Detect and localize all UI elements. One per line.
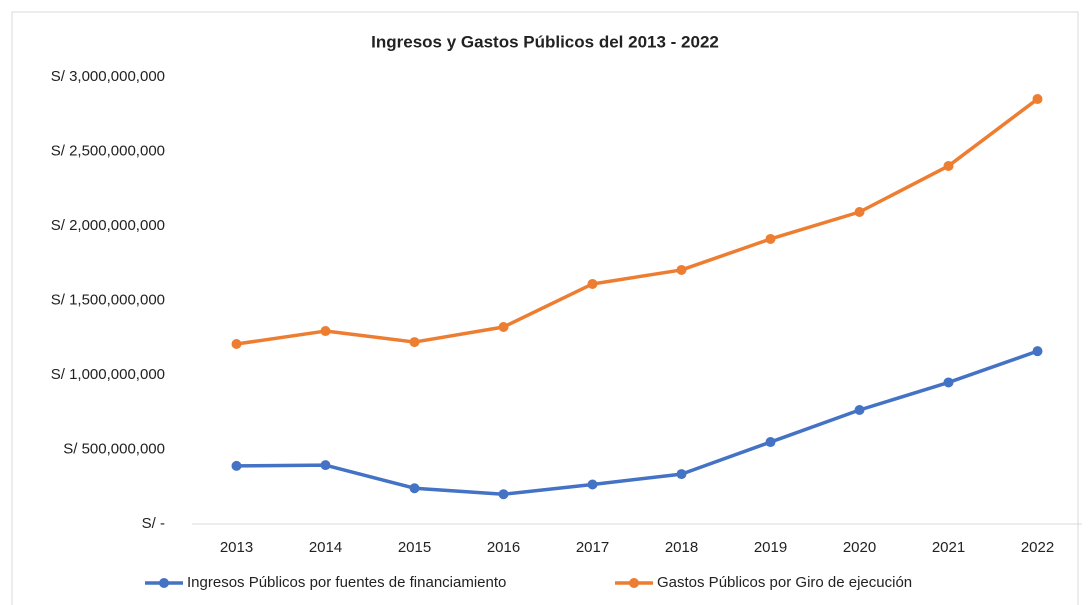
y-tick-label: S/ 2,000,000,000 (51, 217, 165, 234)
data-point (676, 469, 687, 480)
data-point (854, 206, 865, 217)
data-point (320, 326, 331, 337)
x-tick-label: 2021 (932, 539, 965, 556)
series-line (236, 97, 1039, 346)
data-point (231, 339, 242, 350)
data-point (943, 160, 954, 171)
data-point (498, 322, 509, 333)
x-tick-label: 2013 (220, 539, 253, 556)
data-point (231, 460, 242, 471)
legend-label: Ingresos Públicos por fuentes de financi… (187, 574, 506, 591)
data-point (676, 264, 687, 275)
data-point (1032, 94, 1043, 105)
x-tick-label: 2017 (576, 539, 609, 556)
data-point (320, 460, 331, 471)
data-point (1032, 346, 1043, 357)
chart-title: Ingresos y Gastos Públicos del 2013 - 20… (371, 32, 719, 51)
legend-marker (629, 578, 639, 588)
data-point (765, 437, 776, 448)
data-point (587, 479, 598, 490)
x-tick-label: 2018 (665, 539, 698, 556)
data-point (498, 489, 509, 500)
data-point (765, 233, 776, 244)
x-tick-label: 2022 (1021, 539, 1054, 556)
y-tick-label: S/ 500,000,000 (63, 440, 165, 457)
legend-marker (159, 578, 169, 588)
y-tick-label: S/ 1,500,000,000 (51, 291, 165, 308)
data-point (409, 337, 420, 348)
y-tick-label: S/ - (142, 515, 165, 532)
data-point (409, 483, 420, 494)
data-point (587, 278, 598, 289)
y-tick-label: S/ 1,000,000,000 (51, 366, 165, 383)
y-tick-label: S/ 3,000,000,000 (51, 68, 165, 85)
x-tick-label: 2020 (843, 539, 876, 556)
legend-label: Gastos Públicos por Giro de ejecución (657, 574, 912, 591)
data-point (943, 377, 954, 388)
data-point (854, 405, 865, 416)
x-tick-label: 2014 (309, 539, 342, 556)
x-tick-label: 2019 (754, 539, 787, 556)
x-tick-label: 2016 (487, 539, 520, 556)
series-line (236, 349, 1039, 496)
x-tick-label: 2015 (398, 539, 431, 556)
y-tick-label: S/ 2,500,000,000 (51, 142, 165, 159)
